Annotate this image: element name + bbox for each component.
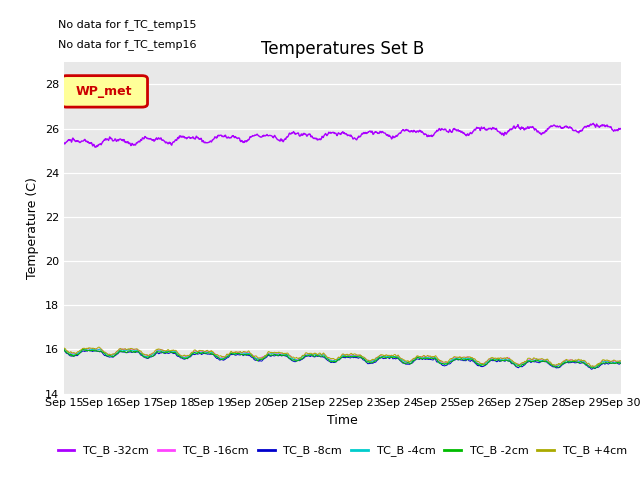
Text: No data for f_TC_temp16: No data for f_TC_temp16: [58, 39, 197, 50]
Text: No data for f_TC_temp15: No data for f_TC_temp15: [58, 19, 197, 30]
FancyBboxPatch shape: [61, 76, 147, 107]
Text: WP_met: WP_met: [76, 85, 132, 98]
X-axis label: Time: Time: [327, 414, 358, 427]
Title: Temperatures Set B: Temperatures Set B: [260, 40, 424, 58]
Legend: TC_B -32cm, TC_B -16cm, TC_B -8cm, TC_B -4cm, TC_B -2cm, TC_B +4cm: TC_B -32cm, TC_B -16cm, TC_B -8cm, TC_B …: [53, 441, 632, 461]
Y-axis label: Temperature (C): Temperature (C): [26, 177, 39, 279]
